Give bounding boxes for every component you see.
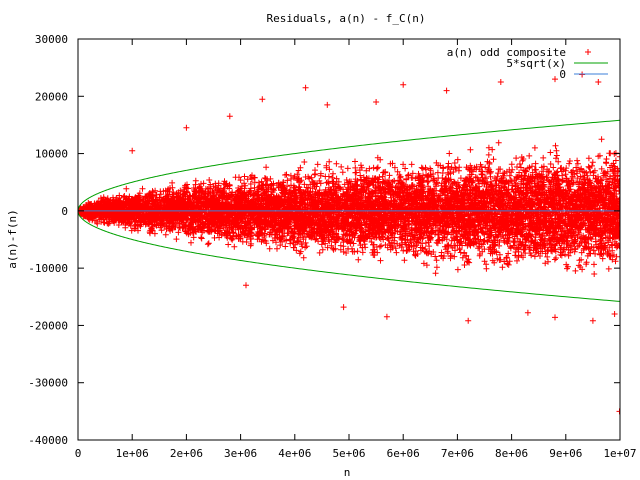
y-tick-label: 0 xyxy=(61,205,68,218)
x-tick-label: 9e+06 xyxy=(549,447,582,460)
x-tick-label: 0 xyxy=(75,447,82,460)
x-tick-label: 4e+06 xyxy=(278,447,311,460)
y-tick-label: -20000 xyxy=(28,319,68,332)
legend-label: a(n) odd composite xyxy=(447,46,566,59)
y-tick-label: 10000 xyxy=(35,148,68,161)
y-tick-label: -10000 xyxy=(28,262,68,275)
axis-ticks: 0 1e+06 2e+06 3e+06 4e+06 5e+06 6e+06 7e+06 8e+0… xyxy=(28,33,636,460)
sqrt-curve-upper xyxy=(78,119,620,211)
x-tick-label: 2e+06 xyxy=(170,447,203,460)
y-tick-label: -40000 xyxy=(28,434,68,447)
scatter-points xyxy=(78,71,620,415)
chart-title: Residuals, a(n) - f_C(n) xyxy=(267,12,426,25)
x-tick-label: 3e+06 xyxy=(224,447,257,460)
scatter-point-marks xyxy=(78,71,620,415)
y-tick-label: -30000 xyxy=(28,377,68,390)
legend-label: 5*sqrt(x) xyxy=(506,57,566,70)
x-tick-label: 5e+06 xyxy=(332,447,365,460)
x-tick-label: 8e+06 xyxy=(495,447,528,460)
x-tick-label: 1e+07 xyxy=(603,447,636,460)
x-tick-label: 1e+06 xyxy=(116,447,149,460)
y-axis-label: a(n)-f(n) xyxy=(6,209,19,269)
legend-label: 0 xyxy=(559,68,566,81)
x-tick-label: 6e+06 xyxy=(387,447,420,460)
x-tick-label: 7e+06 xyxy=(441,447,474,460)
sqrt-curve-lower xyxy=(78,210,620,302)
function-curves xyxy=(78,119,620,302)
y-tick-label: 30000 xyxy=(35,33,68,46)
y-tick-label: 20000 xyxy=(35,90,68,103)
x-axis-label: n xyxy=(344,466,351,479)
legend-marker-points xyxy=(585,49,591,55)
